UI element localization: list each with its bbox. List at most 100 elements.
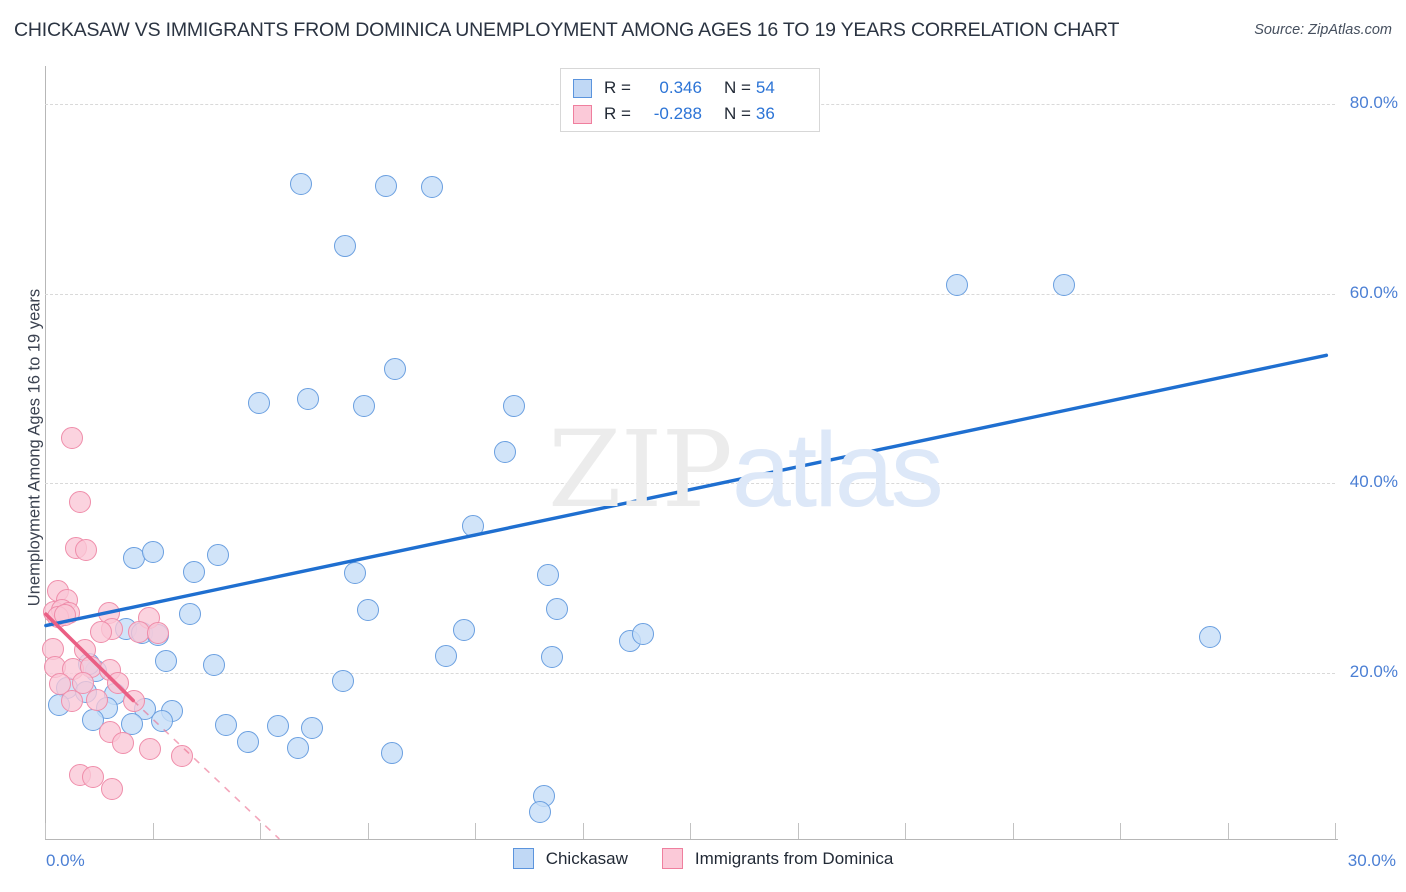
x-axis-tick bbox=[260, 823, 261, 839]
data-point[interactable] bbox=[60, 690, 83, 713]
correlation-stats-row: R = -0.288 N = 36 bbox=[573, 101, 809, 127]
series-legend-item[interactable]: Chickasaw bbox=[512, 848, 628, 869]
x-axis-min-label: 0.0% bbox=[46, 851, 85, 870]
data-point[interactable] bbox=[150, 710, 173, 733]
data-point[interactable] bbox=[112, 732, 135, 755]
data-point[interactable] bbox=[86, 688, 109, 711]
data-point[interactable] bbox=[146, 622, 169, 645]
y-axis-tick-label: 60.0% bbox=[1349, 282, 1398, 302]
data-point[interactable] bbox=[107, 672, 130, 695]
data-point[interactable] bbox=[183, 560, 206, 583]
data-point[interactable] bbox=[267, 715, 290, 738]
data-point[interactable] bbox=[301, 717, 324, 740]
series-legend-label: Chickasaw bbox=[545, 848, 628, 868]
data-point[interactable] bbox=[631, 623, 654, 646]
data-point[interactable] bbox=[381, 741, 404, 764]
data-point[interactable] bbox=[60, 426, 83, 449]
series-color-swatch bbox=[573, 104, 592, 124]
data-point[interactable] bbox=[139, 737, 162, 760]
data-point[interactable] bbox=[248, 391, 271, 414]
x-axis-tick bbox=[797, 823, 799, 839]
data-point[interactable] bbox=[502, 394, 525, 417]
data-point[interactable] bbox=[202, 654, 225, 677]
y-axis-title: Unemployment Among Ages 16 to 19 years bbox=[25, 288, 44, 607]
x-axis-tick bbox=[1335, 823, 1336, 839]
data-point[interactable] bbox=[331, 669, 354, 692]
correlation-stats-row: R = 0.346 N = 54 bbox=[573, 75, 809, 101]
y-axis-tick-label: 80.0% bbox=[1349, 92, 1398, 112]
x-axis-tick bbox=[1120, 823, 1121, 839]
x-axis-tick bbox=[905, 823, 906, 839]
x-axis-tick bbox=[45, 823, 46, 839]
source-label: Source: ZipAtlas.com bbox=[1254, 22, 1392, 38]
x-axis-line bbox=[45, 839, 1338, 840]
data-point[interactable] bbox=[353, 394, 376, 417]
data-point[interactable] bbox=[206, 544, 229, 567]
data-point[interactable] bbox=[179, 603, 202, 626]
data-point[interactable] bbox=[142, 540, 165, 563]
data-point[interactable] bbox=[53, 604, 76, 627]
data-point[interactable] bbox=[374, 175, 397, 198]
r-label: R = bbox=[604, 104, 631, 123]
data-point[interactable] bbox=[528, 801, 551, 824]
data-point[interactable] bbox=[289, 172, 312, 195]
data-point[interactable] bbox=[1199, 625, 1222, 648]
data-point[interactable] bbox=[236, 731, 259, 754]
correlation-stats-legend: R = 0.346 N = 54 R = -0.288 N = 36 bbox=[560, 68, 820, 132]
gridline bbox=[45, 483, 1335, 485]
series-color-swatch bbox=[512, 848, 534, 869]
r-label: R = bbox=[604, 78, 631, 97]
n-label: N = bbox=[723, 78, 751, 97]
x-axis-tick bbox=[152, 823, 154, 839]
series-legend: Chickasaw Immigrants from Dominica bbox=[0, 848, 1406, 869]
data-point[interactable] bbox=[297, 387, 320, 410]
gridline bbox=[45, 293, 1335, 295]
data-point[interactable] bbox=[155, 649, 178, 672]
data-point[interactable] bbox=[945, 274, 968, 297]
data-point[interactable] bbox=[334, 235, 357, 258]
y-axis-tick-label: 40.0% bbox=[1349, 472, 1398, 492]
r-value: -0.288 bbox=[653, 104, 702, 123]
gridline bbox=[45, 673, 1335, 675]
data-point[interactable] bbox=[461, 515, 484, 537]
data-point[interactable] bbox=[123, 689, 146, 712]
data-point[interactable] bbox=[421, 176, 444, 199]
data-point[interactable] bbox=[69, 491, 92, 514]
data-point[interactable] bbox=[494, 441, 517, 464]
x-axis-tick bbox=[582, 823, 584, 839]
data-point[interactable] bbox=[74, 538, 97, 561]
data-point[interactable] bbox=[215, 714, 238, 737]
data-point[interactable] bbox=[383, 357, 406, 380]
series-color-swatch bbox=[661, 848, 683, 869]
series-legend-label: Immigrants from Dominica bbox=[694, 848, 894, 868]
data-point[interactable] bbox=[82, 766, 105, 789]
data-point[interactable] bbox=[286, 736, 309, 759]
x-axis-tick bbox=[1012, 823, 1014, 839]
data-point[interactable] bbox=[357, 599, 380, 622]
data-point[interactable] bbox=[537, 564, 560, 587]
x-axis-tick bbox=[367, 823, 369, 839]
n-label: N = bbox=[723, 104, 751, 123]
r-value: 0.346 bbox=[659, 78, 702, 97]
x-axis-tick bbox=[1227, 823, 1229, 839]
data-point[interactable] bbox=[170, 744, 193, 767]
data-point[interactable] bbox=[1053, 274, 1076, 297]
data-point[interactable] bbox=[100, 777, 123, 800]
series-color-swatch bbox=[573, 78, 592, 98]
x-axis-max-label: 30.0% bbox=[1347, 851, 1396, 870]
n-value: 36 bbox=[755, 104, 775, 123]
data-point[interactable] bbox=[541, 645, 564, 668]
data-point[interactable] bbox=[453, 619, 476, 642]
data-point[interactable] bbox=[545, 598, 568, 621]
n-value: 54 bbox=[755, 78, 775, 97]
x-axis-tick bbox=[690, 823, 691, 839]
page-title: CHICKASAW VS IMMIGRANTS FROM DOMINICA UN… bbox=[14, 19, 1120, 41]
series-legend-item[interactable]: Immigrants from Dominica bbox=[661, 848, 894, 869]
data-point[interactable] bbox=[89, 621, 112, 644]
y-axis-tick-label: 20.0% bbox=[1349, 662, 1398, 682]
x-axis-tick bbox=[475, 823, 476, 839]
data-point[interactable] bbox=[434, 644, 457, 667]
plot-area bbox=[41, 66, 1335, 839]
data-point[interactable] bbox=[344, 562, 367, 585]
